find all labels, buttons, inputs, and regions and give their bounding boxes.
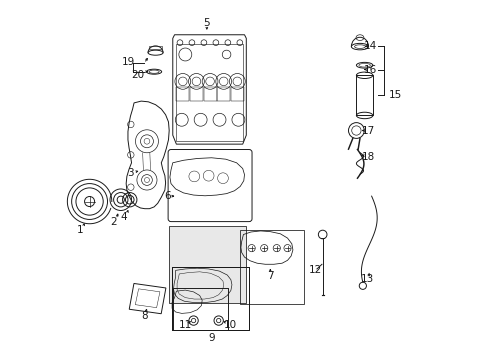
Text: 10: 10 xyxy=(223,320,236,329)
Text: 6: 6 xyxy=(164,191,170,201)
Bar xyxy=(172,267,249,330)
Bar xyxy=(239,230,304,304)
Text: 9: 9 xyxy=(208,333,214,343)
Text: 16: 16 xyxy=(363,64,376,75)
Text: 11: 11 xyxy=(178,320,192,330)
Bar xyxy=(172,288,228,329)
Bar xyxy=(176,87,189,101)
Text: 20: 20 xyxy=(131,70,144,80)
Text: 13: 13 xyxy=(360,274,373,284)
Bar xyxy=(190,87,203,101)
Text: 17: 17 xyxy=(361,126,374,135)
Text: 14: 14 xyxy=(364,41,377,51)
Text: 19: 19 xyxy=(121,57,134,67)
Bar xyxy=(203,87,216,101)
Bar xyxy=(172,288,228,329)
Text: 5: 5 xyxy=(203,18,210,28)
Text: 3: 3 xyxy=(127,168,134,178)
Text: 8: 8 xyxy=(141,311,147,320)
Text: 4: 4 xyxy=(120,212,127,221)
Bar xyxy=(356,75,372,116)
Text: 15: 15 xyxy=(388,90,401,100)
Text: 18: 18 xyxy=(361,152,374,162)
Bar xyxy=(217,87,230,101)
Text: 2: 2 xyxy=(110,217,117,227)
Bar xyxy=(149,45,162,49)
Bar xyxy=(230,87,244,101)
Text: 1: 1 xyxy=(77,225,83,235)
Text: 7: 7 xyxy=(266,271,273,281)
Bar xyxy=(169,226,246,303)
Bar xyxy=(172,267,249,330)
Text: 12: 12 xyxy=(308,265,322,275)
Bar xyxy=(176,44,242,140)
